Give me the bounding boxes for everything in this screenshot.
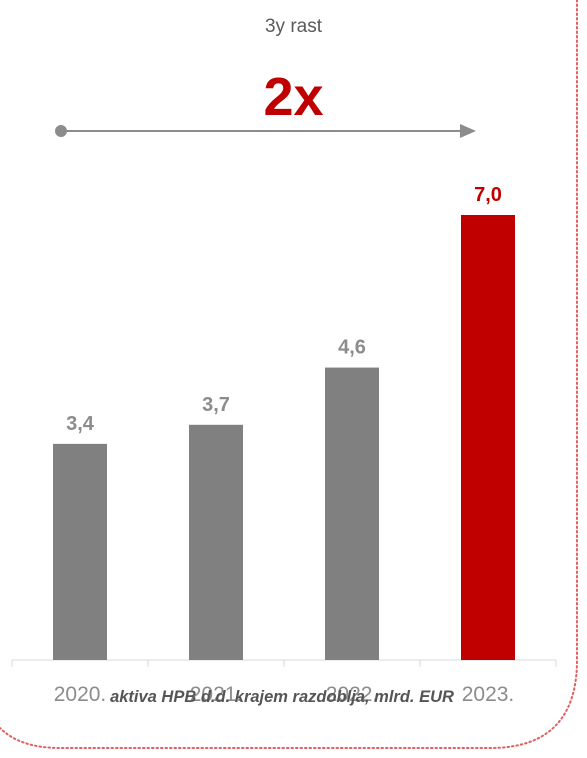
bar-value-label: 3,4 xyxy=(66,413,95,435)
x-tick-label: 2021. xyxy=(190,683,243,706)
x-tick-label: 2023. xyxy=(462,683,515,706)
bar-value-label: 3,7 xyxy=(202,394,230,416)
bar-2020 xyxy=(53,443,107,660)
x-tick-label: 2020. xyxy=(54,683,107,706)
arrow-head-icon xyxy=(460,124,476,138)
bar-value-label: 4,6 xyxy=(338,337,366,359)
bar-2021 xyxy=(189,424,243,660)
bar-2023 xyxy=(461,215,515,660)
bar-value-label: 7,0 xyxy=(474,184,502,206)
growth-arrow xyxy=(55,124,476,138)
growth-multiplier: 2x xyxy=(263,67,324,127)
subtitle: 3y rast xyxy=(264,16,323,37)
bar-2022 xyxy=(325,367,379,660)
x-tick-label: 2022. xyxy=(326,683,379,706)
chart-caption: aktiva HPB d.d. krajem razdoblja, mlrd. … xyxy=(110,688,454,706)
